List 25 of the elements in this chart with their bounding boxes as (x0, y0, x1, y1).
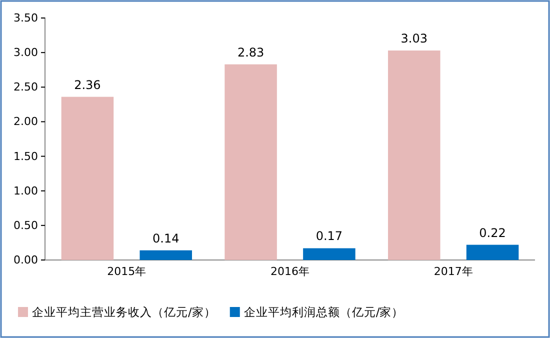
bar (61, 96, 114, 260)
y-tick-label: 0.50 (14, 218, 38, 232)
data-label: 0.14 (152, 231, 180, 246)
y-tick-label: 0.00 (14, 254, 38, 267)
y-tick-label: 2.50 (14, 80, 38, 94)
data-label: 3.03 (400, 31, 428, 46)
bar (224, 64, 277, 260)
legend-label: 企业平均主营业务收入（亿元/家） (32, 305, 216, 319)
y-tick-label: 2.00 (14, 115, 38, 128)
y-tick-label: 1.50 (14, 150, 38, 163)
y-tick-label: 3.50 (14, 12, 38, 25)
x-tick-label: 2016年 (270, 265, 310, 278)
data-label: 0.17 (316, 229, 343, 244)
legend-label: 企业平均利润总额（亿元/家） (244, 305, 404, 319)
y-tick-label: 1.00 (14, 184, 38, 198)
x-tick-label: 2015年 (107, 265, 146, 278)
x-tick-label: 2017年 (434, 265, 473, 278)
bar (388, 50, 440, 260)
bar (140, 250, 192, 260)
bar (466, 244, 519, 260)
data-label: 2.36 (74, 78, 101, 92)
bar (303, 248, 356, 260)
data-label: 2.83 (237, 45, 264, 60)
y-tick-label: 3.00 (14, 46, 38, 60)
data-label: 0.22 (479, 226, 506, 240)
